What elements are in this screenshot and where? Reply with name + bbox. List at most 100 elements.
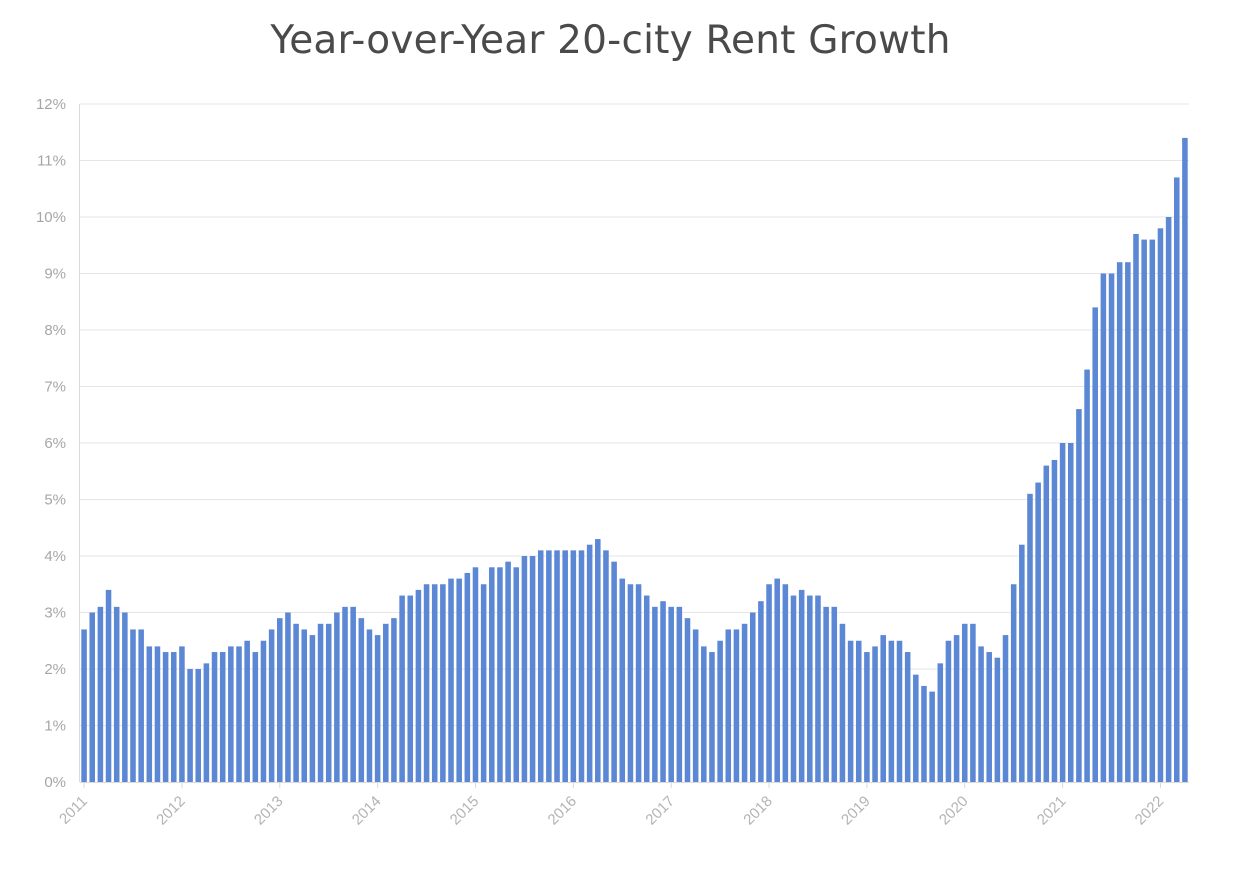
bar [1116, 262, 1123, 782]
bar [913, 674, 919, 782]
bar [97, 606, 104, 782]
bar [888, 640, 895, 782]
bar [195, 669, 202, 782]
bar [1149, 239, 1156, 783]
bar [285, 612, 291, 782]
bar [1182, 137, 1188, 782]
y-tick-label: 0% [44, 774, 66, 791]
bar [570, 550, 577, 782]
bar [676, 606, 683, 782]
bar [171, 652, 177, 782]
bar [497, 567, 503, 782]
x-tick-label: 2019 [838, 793, 874, 829]
bar [701, 646, 707, 782]
bar [1125, 262, 1131, 782]
bar [635, 584, 642, 782]
bar [440, 584, 446, 782]
bar [578, 550, 585, 782]
bar [741, 623, 748, 782]
bar [122, 612, 128, 782]
bar [301, 629, 308, 782]
bar [994, 657, 1001, 782]
bar [203, 663, 210, 782]
bar [546, 550, 552, 782]
bar [709, 652, 715, 782]
x-tick-label: 2018 [740, 793, 776, 829]
bar [399, 595, 405, 782]
bar [953, 635, 960, 782]
bar [937, 663, 944, 782]
bar [521, 556, 528, 782]
bar [81, 629, 87, 782]
y-tick-label: 11% [37, 153, 66, 170]
bar [684, 618, 691, 782]
bar [464, 572, 471, 782]
x-tick-label: 2014 [349, 793, 385, 829]
bar [1043, 465, 1050, 782]
bar [749, 612, 756, 782]
bar [415, 589, 422, 782]
bar [847, 640, 854, 782]
bar [358, 618, 365, 782]
bar [513, 567, 520, 782]
bar [774, 578, 780, 782]
gridlines [80, 103, 1189, 726]
bar [1019, 544, 1025, 782]
bar [1010, 584, 1017, 782]
bar [562, 550, 568, 782]
y-tick-label: 3% [44, 605, 66, 622]
y-tick-label: 8% [44, 322, 66, 339]
bar [880, 635, 886, 782]
x-tick-label: 2013 [251, 793, 287, 829]
bar [733, 629, 740, 782]
bar [260, 640, 267, 782]
y-tick-label: 1% [44, 718, 66, 735]
bar [309, 635, 316, 782]
bar [113, 606, 120, 782]
bar [472, 567, 479, 782]
bar [692, 629, 699, 782]
bar [603, 550, 609, 782]
bar [456, 578, 462, 782]
bar [489, 567, 495, 782]
bar [872, 646, 878, 782]
bar [211, 652, 218, 782]
bar [619, 578, 626, 782]
bar [668, 606, 674, 782]
bar [945, 640, 952, 782]
bar [293, 623, 299, 782]
bar [146, 646, 153, 782]
bar [929, 691, 935, 782]
y-tick-label: 6% [44, 435, 66, 452]
bar [179, 646, 185, 782]
bar [839, 623, 846, 782]
bar [643, 595, 650, 782]
bar [236, 646, 242, 782]
bar [1076, 409, 1082, 782]
bar [1084, 369, 1090, 782]
bar [961, 623, 968, 782]
bar [187, 669, 193, 782]
bar [1157, 228, 1164, 783]
bar [431, 584, 438, 782]
bar [529, 556, 536, 782]
bar [652, 606, 658, 782]
bar [1059, 443, 1066, 782]
bar [1035, 482, 1041, 782]
bar [537, 550, 544, 782]
bar [130, 629, 136, 782]
bar [896, 640, 903, 782]
x-tick-label: 2022 [1132, 793, 1168, 829]
bar [790, 595, 797, 782]
bar [1100, 273, 1107, 782]
bar [823, 606, 829, 782]
bar [1067, 443, 1074, 782]
y-tick-label: 9% [44, 266, 66, 283]
bar [717, 640, 723, 782]
bar [864, 652, 870, 782]
bar [138, 629, 144, 782]
bar [855, 640, 862, 782]
bar [978, 646, 984, 782]
bar [423, 584, 430, 782]
bars [81, 137, 1188, 783]
